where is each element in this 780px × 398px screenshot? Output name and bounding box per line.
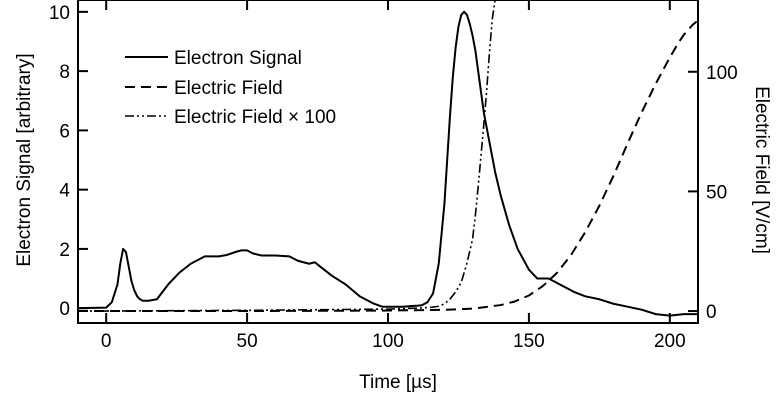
y-left-tick-label: 4 xyxy=(59,181,70,202)
series-line-3 xyxy=(78,0,496,312)
legend-label-electric-field: Electric Field xyxy=(174,78,283,99)
y-right-tick-label: 100 xyxy=(706,63,738,84)
legend-label-electron-signal: Electron Signal xyxy=(174,48,302,69)
series-line-2 xyxy=(78,19,698,313)
x-tick-label: 100 xyxy=(372,331,404,352)
y-left-tick-label: 10 xyxy=(49,3,70,24)
plot-frame xyxy=(77,0,699,324)
series-line-1 xyxy=(78,10,698,317)
y-axis-left-label: Electron Signal [arbitrary] xyxy=(14,53,35,266)
x-tick-label: 0 xyxy=(101,331,112,352)
x-tick-label: 200 xyxy=(654,331,686,352)
y-left-tick-label: 0 xyxy=(59,299,70,320)
x-tick-label: 150 xyxy=(513,331,545,352)
legend: Electron Signal Electric Field Electric … xyxy=(125,48,336,128)
x-tick-label: 50 xyxy=(237,331,258,352)
y-axis-right-label: Electric Field [V/cm] xyxy=(751,86,772,254)
y-right-tick-label: 0 xyxy=(706,302,717,323)
plot-border xyxy=(77,0,699,324)
x-axis-label: Time [µs] xyxy=(359,372,437,393)
y-left-tick-label: 2 xyxy=(59,240,70,261)
series-layer xyxy=(78,0,698,317)
axis-ticks xyxy=(78,0,698,323)
legend-label-electric-field-x100: Electric Field × 100 xyxy=(174,107,336,128)
y-right-tick-label: 50 xyxy=(706,182,727,203)
y-left-tick-label: 6 xyxy=(59,121,70,142)
y-left-tick-label: 8 xyxy=(59,62,70,83)
